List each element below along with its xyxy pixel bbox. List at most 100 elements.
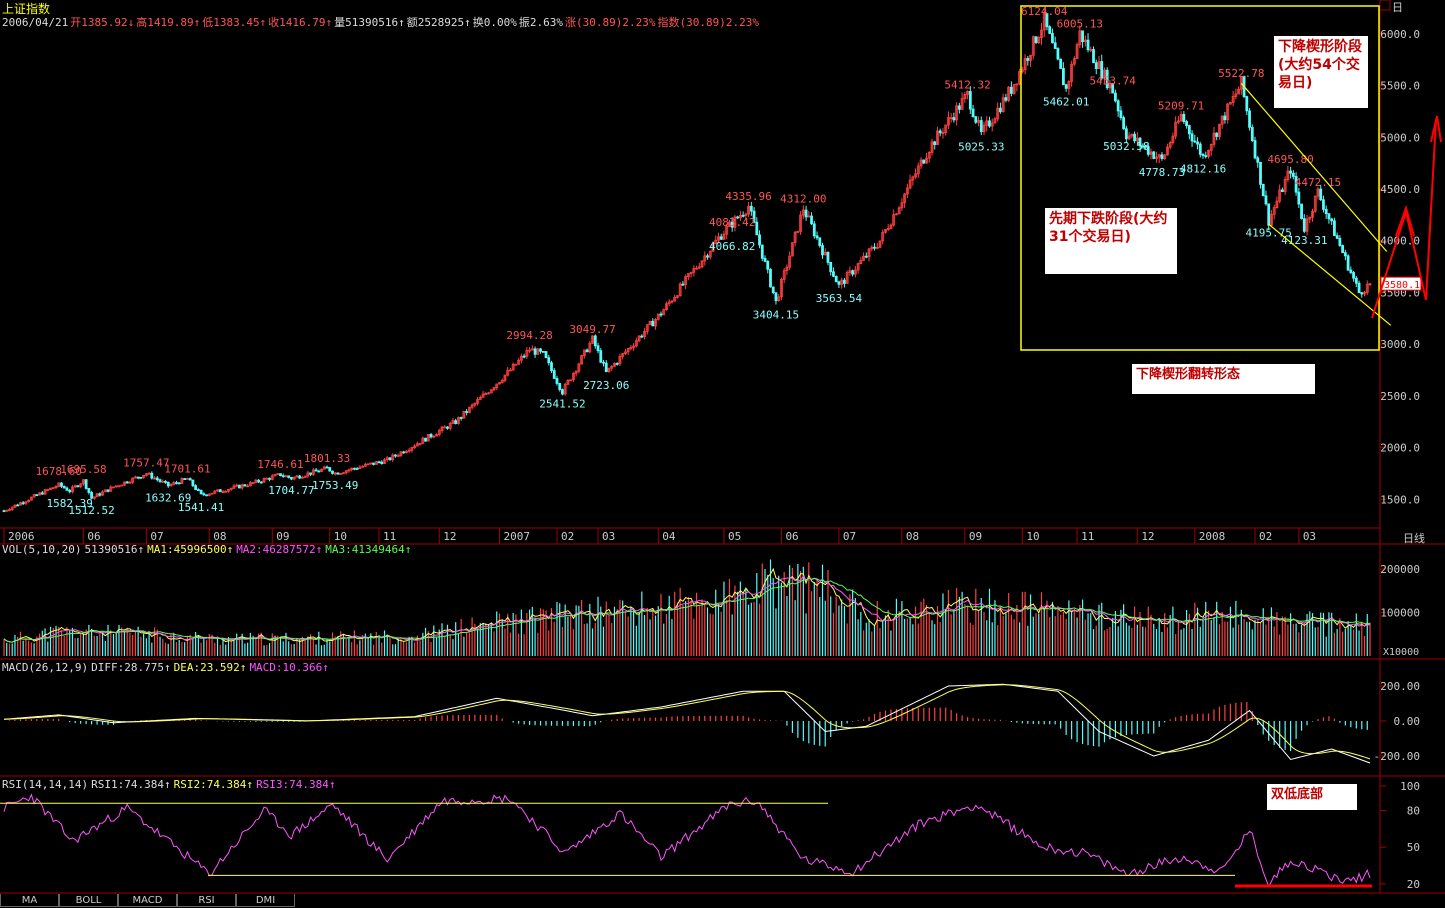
candle-body (380, 461, 384, 465)
candle-body (717, 236, 720, 241)
candle-body (495, 383, 499, 389)
candle-body (607, 367, 611, 373)
candle-body (1086, 39, 1090, 51)
candle-body (1237, 88, 1241, 95)
period-label[interactable]: 日线 (1403, 532, 1425, 545)
candle-body (651, 320, 655, 327)
candle-body (1160, 154, 1164, 159)
vol-info-item: 51390516↑ (84, 543, 145, 556)
candle-body (109, 486, 113, 492)
candle-body (322, 466, 326, 470)
candle-body (823, 251, 827, 256)
price-label: 4312.00 (780, 192, 826, 205)
candle-body (95, 493, 99, 498)
candle-body (519, 355, 523, 361)
candle-body (10, 506, 14, 510)
candle-body (585, 349, 589, 353)
price-label: 4812.16 (1180, 163, 1226, 176)
candle-body (1234, 93, 1238, 97)
candle-body (284, 475, 288, 478)
candle-body (1363, 292, 1366, 295)
candle-body (13, 504, 17, 508)
price-label: 1801.33 (304, 452, 350, 465)
candle-body (1001, 97, 1005, 113)
candle-body (1171, 135, 1175, 144)
vol-info-item: VOL(5,10,20) (2, 543, 82, 556)
candle-body (155, 477, 159, 481)
candle-body (292, 476, 296, 480)
candle-body (303, 475, 307, 478)
candle-body (550, 362, 553, 372)
candle-body (659, 313, 663, 316)
candle-body (177, 482, 181, 485)
macd-tick-label: 0.00 (1394, 715, 1421, 728)
vol-info-item: MA1:45996500↑ (147, 543, 234, 556)
target-arrow-line (1425, 119, 1437, 301)
price-label: 1512.52 (68, 504, 114, 517)
price-label: 1582.39 (47, 497, 93, 510)
macd-info-item: DEA:23.592↑ (173, 661, 247, 674)
candle-body (886, 228, 890, 230)
wedge-lower-line (1268, 223, 1392, 326)
candle-body (963, 94, 967, 99)
candle-body (451, 420, 455, 424)
candle-body (443, 426, 447, 429)
candle-body (46, 489, 50, 491)
candle-body (1302, 218, 1306, 232)
candle-body (1146, 146, 1150, 155)
tab-boll[interactable]: BOLL (59, 894, 118, 907)
candle-body (38, 492, 41, 496)
candle-body (358, 466, 362, 470)
candle-body (243, 484, 247, 487)
candle-body (873, 246, 876, 249)
candle-body (1297, 191, 1301, 205)
candle-body (1327, 213, 1331, 220)
tab-ma[interactable]: MA (0, 894, 59, 907)
candle-body (1245, 96, 1249, 112)
candle-body (65, 487, 69, 491)
candle-body (602, 361, 605, 364)
candle-body (719, 236, 723, 240)
candle-body (103, 489, 107, 493)
candle-body (905, 187, 909, 195)
candle-body (1368, 283, 1372, 285)
candle-body (807, 215, 811, 218)
candle-body (396, 455, 400, 457)
price-tick-label: 2500.0 (1380, 390, 1420, 403)
candle-body (1357, 282, 1361, 293)
candle-body (1023, 58, 1027, 71)
candle-body (54, 486, 58, 489)
candle-body (1264, 195, 1268, 205)
tab-dmi[interactable]: DMI (236, 894, 295, 907)
candle-body (363, 463, 367, 467)
candle-body (1004, 97, 1008, 101)
candle-body (1278, 189, 1282, 202)
candle-body (131, 477, 135, 483)
tab-rsi[interactable]: RSI (177, 894, 236, 907)
candle-body (144, 473, 148, 476)
price-label: 1541.41 (178, 501, 224, 514)
current-price-label: 3580.1 (1384, 280, 1420, 291)
candle-body (591, 335, 594, 344)
candle-body (552, 370, 556, 379)
candle-body (933, 141, 937, 146)
tab-macd[interactable]: MACD (118, 894, 177, 907)
candle-body (1037, 37, 1041, 44)
price-label: 6005.13 (1057, 17, 1103, 30)
ohlc-info-item: 换0.00% (472, 16, 517, 29)
candle-body (1223, 115, 1227, 121)
price-label: 2994.28 (506, 329, 552, 342)
candle-body (470, 404, 474, 408)
candle-body (1322, 199, 1325, 210)
candle-body (925, 157, 928, 164)
candle-body (457, 417, 460, 424)
candle-body (1015, 83, 1019, 86)
candle-body (1072, 58, 1076, 65)
candle-body (1179, 114, 1183, 122)
candle-body (1042, 13, 1046, 31)
candle-body (164, 481, 167, 483)
candle-body (1226, 103, 1230, 121)
candle-body (123, 481, 126, 486)
candle-body (700, 260, 704, 268)
